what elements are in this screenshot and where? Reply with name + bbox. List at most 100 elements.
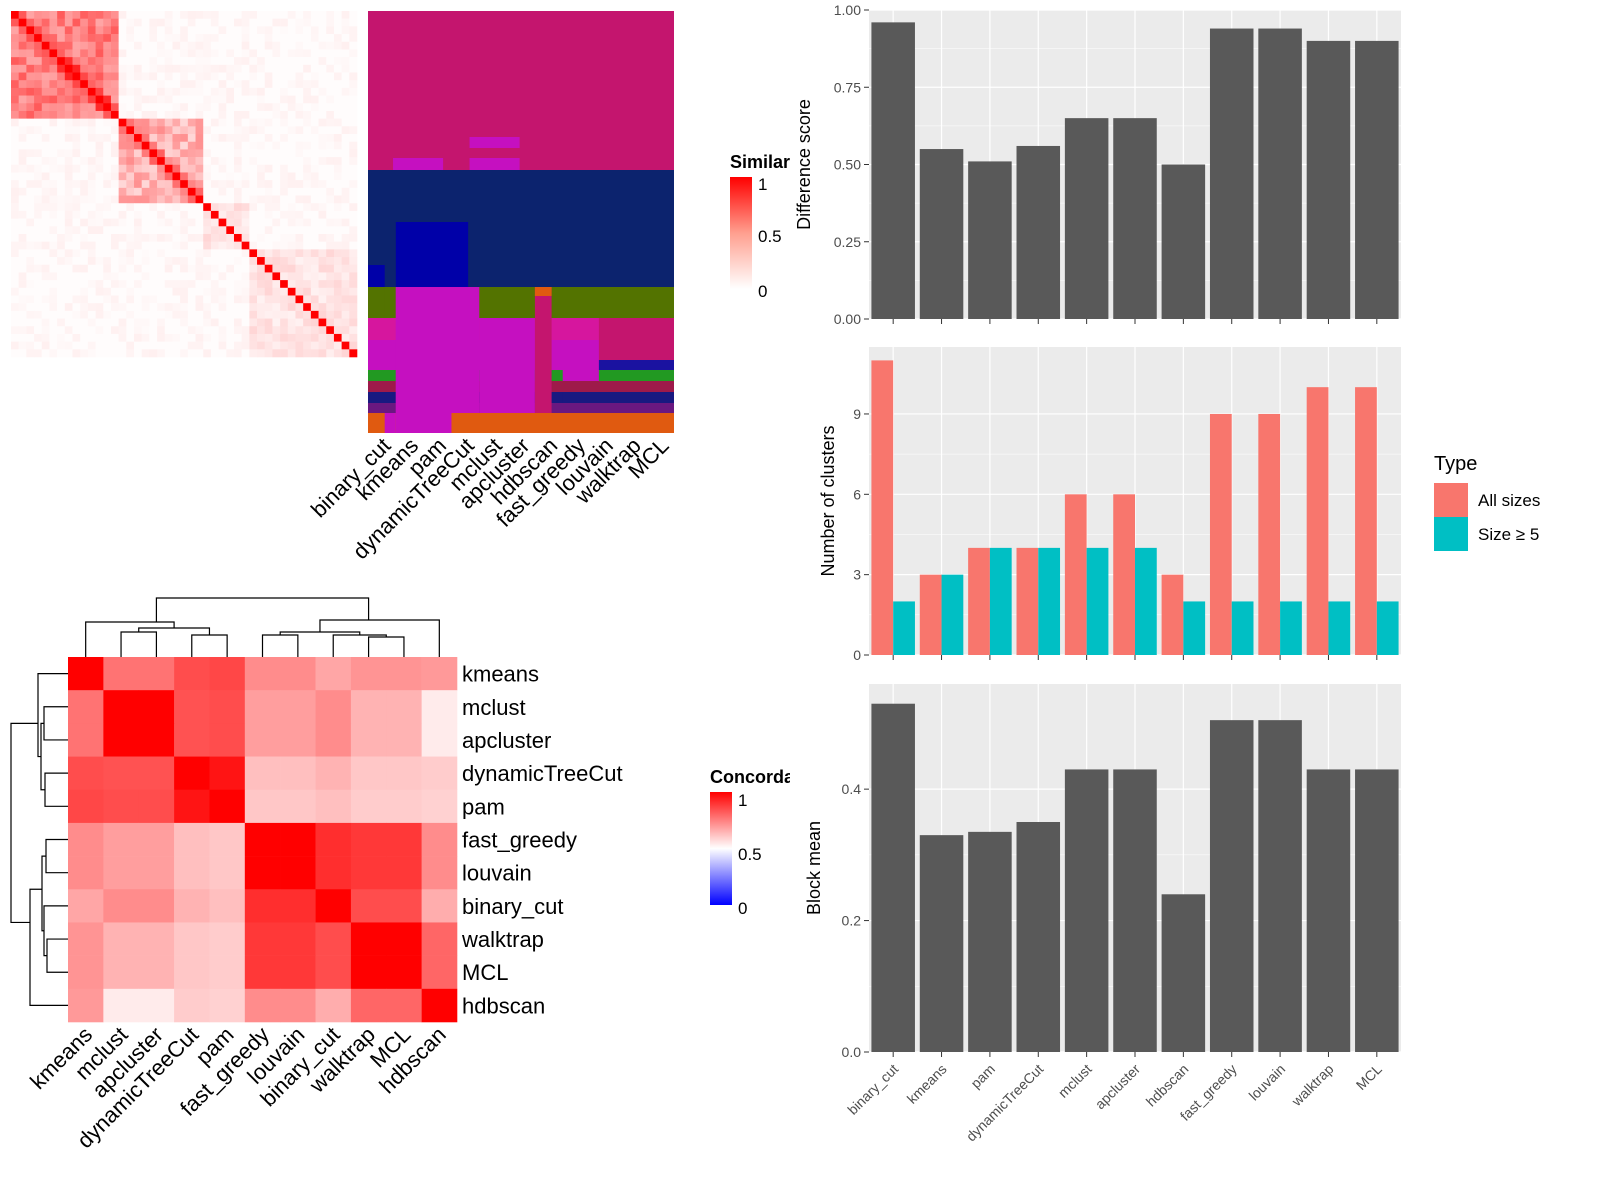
similarity-cell (210, 172, 219, 181)
similarity-cell (126, 310, 135, 319)
legend-swatch-all-sizes (1434, 483, 1468, 517)
similarity-cell (226, 41, 235, 50)
similarity-cell (141, 187, 150, 196)
similarity-cell (18, 87, 27, 96)
dendrogram-branch (120, 631, 158, 640)
similarity-cell (18, 95, 27, 104)
similarity-cell (249, 180, 258, 189)
similarity-cell (303, 149, 312, 158)
bar (1258, 413, 1281, 655)
concordance-cell (209, 756, 246, 791)
similarity-cell (326, 95, 335, 104)
similarity-cell (233, 134, 242, 143)
similarity-cell (118, 318, 127, 327)
similarity-cell (218, 210, 227, 219)
similarity-cell (95, 26, 104, 35)
concordance-cell (315, 955, 352, 990)
similarity-cell (318, 257, 327, 266)
similarity-cell (272, 310, 281, 319)
similarity-cell (203, 57, 212, 66)
similarity-cell (195, 349, 204, 358)
dendrogram-branch (332, 634, 387, 657)
bar (1161, 894, 1206, 1052)
similarity-cell (134, 349, 143, 358)
similarity-cell (310, 87, 319, 96)
similarity-cell (280, 341, 289, 350)
similarity-cell (95, 87, 104, 96)
similarity-cell (295, 280, 304, 289)
similarity-cell (11, 157, 19, 166)
similarity-cell (18, 233, 27, 242)
similarity-cell (141, 233, 150, 242)
similarity-cell (95, 180, 104, 189)
similarity-cell (126, 218, 135, 227)
similarity-cell (264, 303, 273, 312)
similarity-cell (72, 110, 81, 119)
membership-cell (368, 287, 385, 318)
similarity-cell (341, 241, 350, 250)
similarity-cell (110, 287, 119, 296)
similarity-cell (318, 95, 327, 104)
similarity-cell (187, 141, 196, 150)
similarity-cell (141, 318, 150, 327)
similarity-cell (326, 318, 335, 327)
similarity-cell (110, 80, 119, 89)
similarity-cell (64, 26, 73, 35)
similarity-cell (226, 95, 235, 104)
similarity-cell (118, 95, 127, 104)
similarity-cell (57, 26, 66, 35)
similarity-cell (264, 126, 273, 135)
similarity-cell (210, 226, 219, 235)
similarity-cell (149, 303, 158, 312)
similarity-cell (57, 341, 66, 350)
similarity-cell (164, 287, 173, 296)
similarity-cell (157, 280, 166, 289)
similarity-cell (11, 203, 19, 212)
similarity-cell (11, 72, 19, 81)
concordance-cell (244, 822, 281, 857)
concordance-heatmap (68, 657, 458, 1023)
similarity-cell (41, 226, 50, 235)
similarity-cell (95, 110, 104, 119)
similarity-cell (26, 64, 35, 73)
similarity-cell (226, 57, 235, 66)
similarity-cell (41, 41, 50, 50)
similarity-cell (95, 95, 104, 104)
similarity-cell (149, 257, 158, 266)
similarity-cell (141, 41, 150, 50)
similarity-cell (249, 87, 258, 96)
similarity-cell (349, 187, 358, 196)
concordance-cell (244, 723, 281, 757)
similarity-cell (172, 241, 181, 250)
similarity-cell (218, 287, 227, 296)
similarity-cell (26, 280, 35, 289)
similarity-cell (41, 187, 50, 196)
similarity-cell (210, 187, 219, 196)
similarity-cell (241, 126, 250, 135)
similarity-cell (218, 110, 227, 119)
y-tick-label: 0.00 (834, 311, 861, 327)
dendrogram-branch (191, 634, 228, 640)
similarity-cell (249, 257, 258, 266)
similarity-cell (187, 118, 196, 127)
similarity-cell (295, 295, 304, 304)
similarity-cell (118, 249, 127, 258)
similarity-cell (164, 326, 173, 335)
similarity-cell (218, 333, 227, 342)
similarity-cell (333, 157, 342, 166)
similarity-cell (164, 11, 173, 19)
membership-cell (368, 318, 385, 340)
similarity-cell (280, 249, 289, 258)
similarity-cell (326, 233, 335, 242)
similarity-cell (257, 72, 266, 81)
similarity-cell (295, 141, 304, 150)
similarity-cell (110, 249, 119, 258)
similarity-cell (203, 341, 212, 350)
similarity-cell (64, 103, 73, 112)
similarity-cell (333, 41, 342, 50)
similarity-cell (226, 280, 235, 289)
similarity-cell (41, 110, 50, 119)
similarity-cell (126, 180, 135, 189)
similarity-cell (11, 310, 19, 319)
similarity-cell (287, 180, 296, 189)
